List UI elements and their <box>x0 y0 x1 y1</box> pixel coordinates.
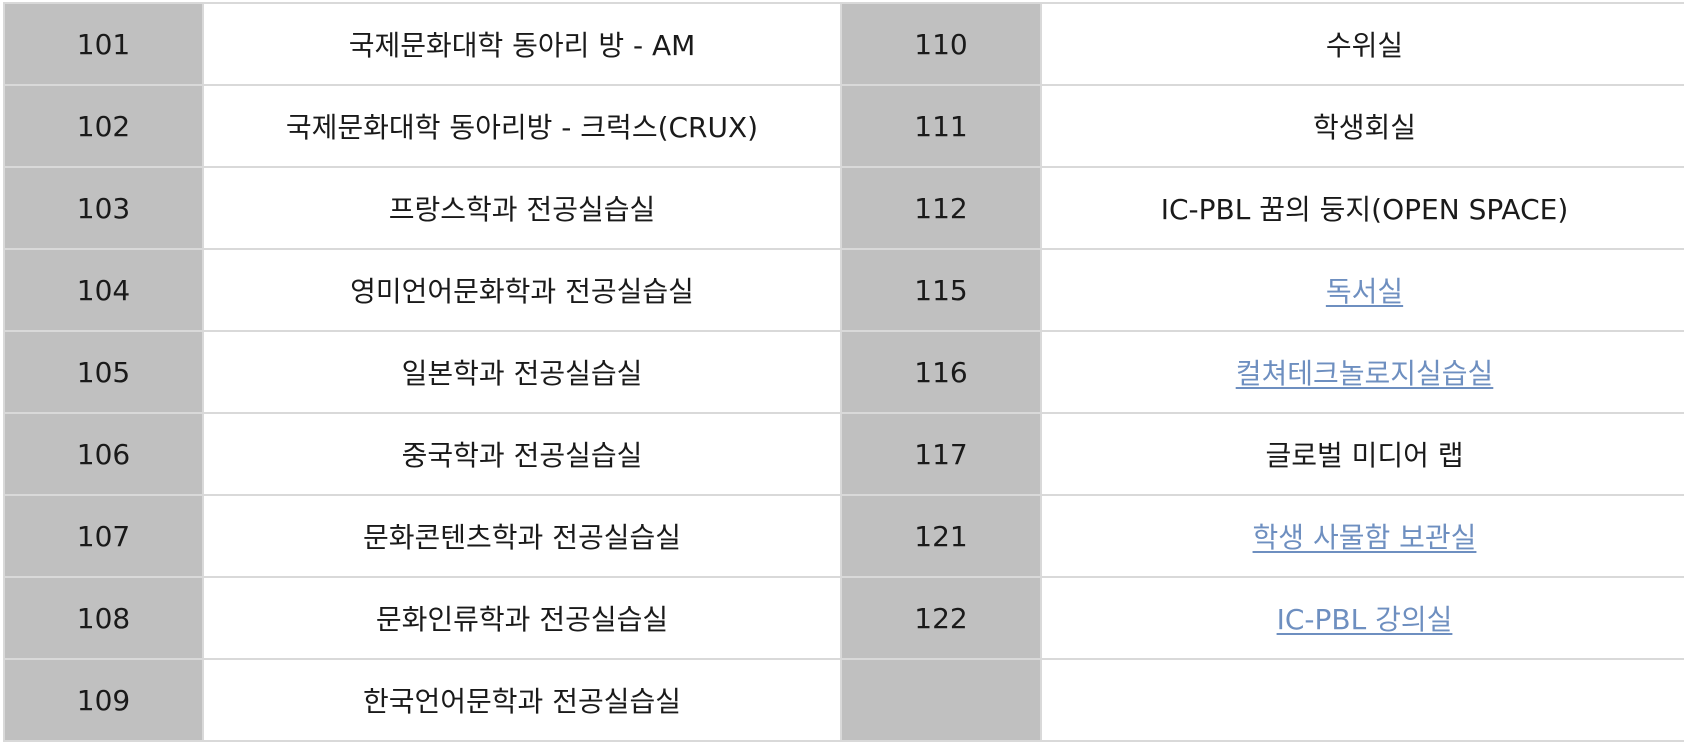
room-number: 117 <box>840 412 1042 496</box>
table-row: 109 한국언어문학과 전공실습실 <box>3 658 1684 742</box>
room-number: 112 <box>840 166 1042 250</box>
room-name: 일본학과 전공실습실 <box>202 330 842 414</box>
table-row: 107 문화콘텐츠학과 전공실습실 121 학생 사물함 보관실 <box>3 494 1684 578</box>
room-link-ic-pbl-classroom[interactable]: IC-PBL 강의실 <box>1276 603 1453 636</box>
room-table: 101 국제문화대학 동아리 방 - AM 110 수위실 102 국제문화대학… <box>3 2 1684 742</box>
room-number: 106 <box>3 412 204 496</box>
room-name: 글로벌 미디어 랩 <box>1040 412 1684 496</box>
room-name-cell: 컬쳐테크놀로지실습실 <box>1040 330 1684 414</box>
room-number: 101 <box>3 2 204 86</box>
room-name: 문화콘텐츠학과 전공실습실 <box>202 494 842 578</box>
room-number: 115 <box>840 248 1042 332</box>
room-name-empty <box>1040 658 1684 742</box>
room-name: 국제문화대학 동아리 방 - AM <box>202 2 842 86</box>
room-name: 프랑스학과 전공실습실 <box>202 166 842 250</box>
table-row: 102 국제문화대학 동아리방 - 크럭스(CRUX) 111 학생회실 <box>3 84 1684 168</box>
room-number: 102 <box>3 84 204 168</box>
room-number: 111 <box>840 84 1042 168</box>
room-name: 학생회실 <box>1040 84 1684 168</box>
room-name-cell: 학생 사물함 보관실 <box>1040 494 1684 578</box>
room-name: 수위실 <box>1040 2 1684 86</box>
table-row: 106 중국학과 전공실습실 117 글로벌 미디어 랩 <box>3 412 1684 496</box>
room-name-cell: IC-PBL 강의실 <box>1040 576 1684 660</box>
room-number: 116 <box>840 330 1042 414</box>
room-name: 영미언어문화학과 전공실습실 <box>202 248 842 332</box>
room-name: 한국언어문학과 전공실습실 <box>202 658 842 742</box>
table-row: 105 일본학과 전공실습실 116 컬쳐테크놀로지실습실 <box>3 330 1684 414</box>
room-number: 122 <box>840 576 1042 660</box>
room-name: 중국학과 전공실습실 <box>202 412 842 496</box>
room-number: 110 <box>840 2 1042 86</box>
room-name: IC-PBL 꿈의 둥지(OPEN SPACE) <box>1040 166 1684 250</box>
room-number: 103 <box>3 166 204 250</box>
room-link-locker-room[interactable]: 학생 사물함 보관실 <box>1252 521 1477 554</box>
room-link-reading-room[interactable]: 독서실 <box>1325 275 1404 308</box>
table-row: 101 국제문화대학 동아리 방 - AM 110 수위실 <box>3 2 1684 86</box>
table-row: 108 문화인류학과 전공실습실 122 IC-PBL 강의실 <box>3 576 1684 660</box>
room-number: 109 <box>3 658 204 742</box>
room-name-cell: 독서실 <box>1040 248 1684 332</box>
room-number: 108 <box>3 576 204 660</box>
room-number: 104 <box>3 248 204 332</box>
room-name: 문화인류학과 전공실습실 <box>202 576 842 660</box>
table-row: 104 영미언어문화학과 전공실습실 115 독서실 <box>3 248 1684 332</box>
room-number: 107 <box>3 494 204 578</box>
room-number: 121 <box>840 494 1042 578</box>
room-name: 국제문화대학 동아리방 - 크럭스(CRUX) <box>202 84 842 168</box>
room-number-empty <box>840 658 1042 742</box>
room-link-culture-tech-lab[interactable]: 컬쳐테크놀로지실습실 <box>1235 357 1494 390</box>
room-number: 105 <box>3 330 204 414</box>
table-row: 103 프랑스학과 전공실습실 112 IC-PBL 꿈의 둥지(OPEN SP… <box>3 166 1684 250</box>
